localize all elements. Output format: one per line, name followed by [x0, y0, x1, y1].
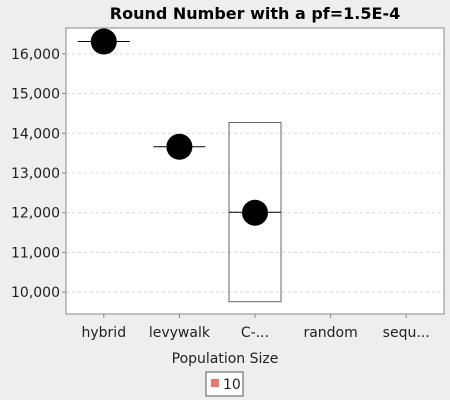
- x-tick-label: sequ...: [383, 325, 430, 341]
- mean-marker: [242, 199, 268, 226]
- y-axis-ticks: 10,000 11,000 12,000 13,000 14,000 15,000 16,0…: [11, 47, 66, 301]
- y-tick-label: 13,000: [11, 166, 60, 182]
- legend: 10: [205, 371, 244, 397]
- mean-marker: [166, 133, 193, 160]
- legend-label: 10: [223, 377, 241, 393]
- x-tick-label: hybrid: [82, 325, 127, 341]
- y-tick-label: 16,000: [11, 47, 60, 63]
- x-tick-label: random: [303, 325, 357, 341]
- x-tick-label: C-...: [241, 325, 269, 341]
- y-tick-label: 14,000: [11, 126, 60, 142]
- grid-lines: [66, 53, 444, 293]
- box-series: [77, 28, 282, 303]
- y-tick-label: 15,000: [11, 87, 60, 103]
- x-axis-title: Population Size: [172, 351, 279, 367]
- y-tick-label: 12,000: [11, 206, 60, 222]
- x-tick-label: levywalk: [149, 325, 211, 341]
- y-tick-label: 10,000: [11, 285, 60, 301]
- chart-title: Round Number with a pf=1.5E-4: [110, 4, 400, 23]
- y-tick-label: 11,000: [11, 245, 60, 261]
- legend-swatch: [211, 379, 219, 387]
- plot-area: [65, 27, 445, 315]
- x-axis-ticks: hybrid levywalk C-... random sequ...: [82, 314, 430, 341]
- mean-marker: [90, 28, 117, 55]
